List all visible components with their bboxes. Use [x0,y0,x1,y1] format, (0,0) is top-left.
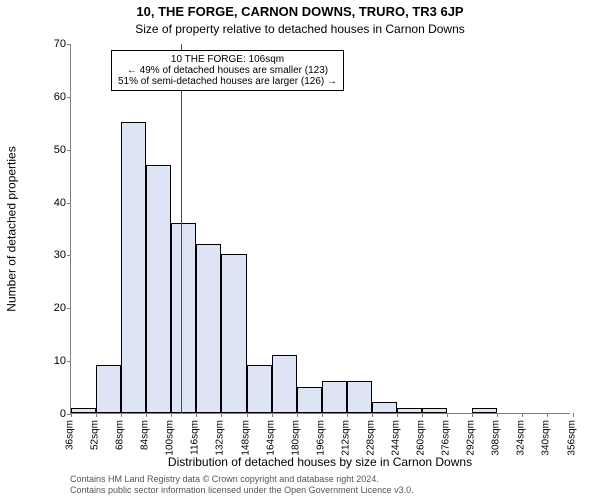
x-axis-label: Distribution of detached houses by size … [70,455,570,469]
x-tick [497,413,498,417]
x-tick-label: 308sqm [491,420,502,456]
x-tick [397,413,398,417]
y-axis-label: Number of detached properties [5,146,19,311]
y-tick-label: 0 [36,408,66,420]
y-tick [67,150,71,151]
x-tick [71,413,72,417]
x-tick-label: 340sqm [541,420,552,456]
reference-line [181,44,182,413]
x-tick [472,413,473,417]
histogram-bar [196,244,221,413]
overlay-line2: ← 49% of detached houses are smaller (12… [118,65,337,76]
footer-line1: Contains HM Land Registry data © Crown c… [70,474,414,485]
y-tick-label: 20 [36,302,66,314]
x-tick [121,413,122,417]
histogram-bar [96,365,121,413]
y-tick [67,308,71,309]
x-tick-label: 164sqm [265,420,276,456]
x-tick [347,413,348,417]
y-tick [67,255,71,256]
x-tick-label: 116sqm [190,420,201,455]
x-tick [522,413,523,417]
x-tick [573,413,574,417]
y-tick [67,44,71,45]
x-tick-label: 100sqm [165,420,176,456]
histogram-bar [121,122,146,413]
y-tick-label: 60 [36,91,66,103]
footer-line2: Contains public sector information licen… [70,485,414,496]
histogram-bar [397,408,422,413]
histogram-bar [272,355,297,413]
x-tick [422,413,423,417]
histogram-bar [71,408,96,413]
y-tick-label: 40 [36,197,66,209]
x-tick [372,413,373,417]
x-tick [297,413,298,417]
histogram-bar [422,408,447,413]
histogram-bar [221,254,246,413]
x-tick [272,413,273,417]
x-tick [221,413,222,417]
x-tick-label: 132sqm [215,420,226,456]
x-tick-label: 276sqm [441,420,452,456]
plot-area: 10 THE FORGE: 106sqm← 49% of detached ho… [70,44,570,414]
x-tick-label: 356sqm [566,420,577,456]
overlay-line1: 10 THE FORGE: 106sqm [118,54,337,65]
x-tick-label: 36sqm [65,420,76,450]
overlay-callout: 10 THE FORGE: 106sqm← 49% of detached ho… [111,50,344,91]
y-tick [67,97,71,98]
chart-subtitle: Size of property relative to detached ho… [0,22,600,36]
histogram-bar [347,381,372,413]
x-tick-label: 68sqm [115,420,126,450]
x-tick [146,413,147,417]
histogram-bar [171,223,196,413]
histogram-bar [472,408,497,413]
y-tick [67,203,71,204]
y-axis-label-wrap: Number of detached properties [2,44,22,414]
x-tick-label: 180sqm [290,420,301,456]
histogram-bar [322,381,347,413]
chart-container: 10, THE FORGE, CARNON DOWNS, TRURO, TR3 … [0,0,600,500]
y-tick-label: 50 [36,144,66,156]
histogram-bar [297,387,322,413]
y-tick-label: 10 [36,355,66,367]
x-tick-label: 84sqm [140,420,151,450]
histogram-bar [372,402,397,413]
y-tick-label: 70 [36,38,66,50]
x-tick-label: 244sqm [391,420,402,456]
x-tick [171,413,172,417]
x-tick-label: 260sqm [416,420,427,456]
y-tick-label: 30 [36,249,66,261]
x-tick-label: 292sqm [466,420,477,456]
x-tick [196,413,197,417]
histogram-bar [146,165,171,413]
overlay-line3: 51% of semi-detached houses are larger (… [118,76,337,87]
x-tick-label: 52sqm [90,420,101,450]
x-tick-label: 148sqm [240,420,251,456]
x-tick [447,413,448,417]
x-tick [547,413,548,417]
x-tick-label: 324sqm [516,420,527,456]
footer-attrib: Contains HM Land Registry data © Crown c… [70,474,414,496]
x-tick-label: 196sqm [315,420,326,456]
x-tick-label: 228sqm [365,420,376,456]
histogram-bar [247,365,272,413]
y-tick [67,361,71,362]
x-tick [247,413,248,417]
x-tick [96,413,97,417]
x-tick [322,413,323,417]
x-tick-label: 212sqm [340,420,351,456]
chart-title: 10, THE FORGE, CARNON DOWNS, TRURO, TR3 … [0,4,600,19]
